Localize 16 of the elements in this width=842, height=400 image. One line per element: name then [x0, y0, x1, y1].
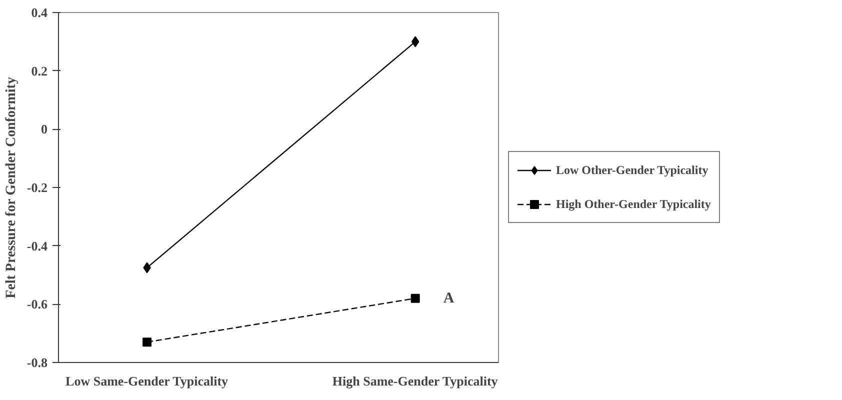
legend-label: Low Other-Gender Typicality [556, 162, 708, 178]
point [411, 36, 420, 48]
point [142, 338, 152, 347]
legend-label: High Other-Gender Typicality [556, 196, 711, 212]
point [410, 294, 420, 303]
annotation: A [443, 290, 454, 306]
x-tick-label: High Same-Gender Typicality [332, 374, 498, 388]
y-tick-label: 0 [41, 122, 48, 137]
y-tick-label: -0.4 [26, 238, 48, 254]
y-axis-title: Felt Pressure for Gender Conformity [4, 77, 19, 298]
y-tick-label: -0.6 [26, 296, 48, 312]
y-tick-label: 0.2 [31, 63, 48, 78]
y-tick-label: -0.2 [26, 180, 48, 195]
x-tick-label: Low Same-Gender Typicality [66, 374, 229, 388]
y-tick-label: -0.8 [26, 355, 48, 370]
y-tick-label: 0.4 [31, 5, 48, 20]
